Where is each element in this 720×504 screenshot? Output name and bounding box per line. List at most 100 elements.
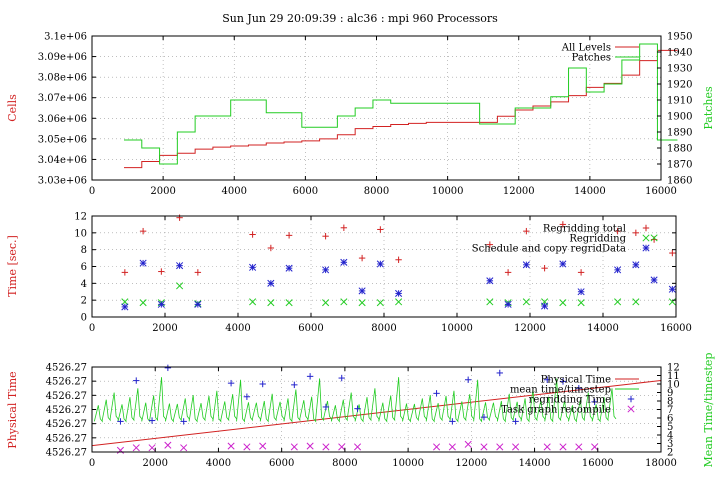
x-tick-label: 12000 <box>503 186 535 197</box>
y2-tick-label: 1950 <box>667 32 692 43</box>
panel-regrid-time: 0 2000 4000 6000 8000 10000 12000 14000 16000 0 2 4… <box>6 212 692 335</box>
x-tick-label: 18000 <box>645 458 677 469</box>
data-point <box>340 258 348 266</box>
x-tick-label: 0 <box>89 323 95 334</box>
y2-tick-label: 1890 <box>667 128 692 139</box>
panel-cells-patches: 0 2000 4000 6000 8000 10000 12000 14000 16000 3.0… <box>6 32 715 198</box>
data-point <box>575 443 583 451</box>
y-tick-label: 4 <box>81 279 87 290</box>
legend-label: regridding Time <box>529 395 611 406</box>
y2-tick-label: 1900 <box>667 112 692 123</box>
y2-tick-label: 7 <box>667 405 673 416</box>
y2-tick-label: 12 <box>667 363 680 374</box>
panel-2-series <box>121 214 676 311</box>
panel-3-series <box>91 364 662 454</box>
x-tick-label: 8000 <box>371 323 396 334</box>
data-point <box>267 279 275 287</box>
data-point <box>559 260 567 268</box>
data-point <box>650 276 658 284</box>
data-point <box>395 298 403 306</box>
data-point <box>180 444 188 452</box>
x-tick-label: 14000 <box>519 458 551 469</box>
y-tick-label: 3.08e+06 <box>38 73 87 84</box>
data-point <box>290 443 298 451</box>
x-tick-label: 0 <box>89 458 95 469</box>
data-point <box>139 259 147 267</box>
y2-tick-label: 1870 <box>667 160 692 171</box>
data-point <box>322 299 330 307</box>
data-point <box>358 299 366 307</box>
x-tick-label: 0 <box>89 186 95 197</box>
data-point <box>668 285 676 293</box>
legend-marker <box>627 405 635 413</box>
data-point <box>340 298 348 306</box>
x-tick-label: 8000 <box>364 186 389 197</box>
data-point <box>267 299 275 307</box>
data-point <box>249 263 257 271</box>
data-point <box>632 298 640 306</box>
y2-tick-label: 1860 <box>667 176 692 187</box>
x-tick-label: 6000 <box>293 186 318 197</box>
data-point <box>285 299 293 307</box>
panel-3-ticks: 0 2000 4000 6000 8000 10000 12000 14000 16000 180… <box>46 363 680 470</box>
legend-label: Schedule and copy regridData <box>472 244 626 255</box>
data-point <box>376 260 384 268</box>
y-tick-label: 4526.27 <box>46 363 87 374</box>
x-tick-label: 12000 <box>455 458 487 469</box>
panel-2-ticks: 0 2000 4000 6000 8000 10000 12000 14000 16000 0 2 4… <box>74 212 692 335</box>
x-tick-label: 10000 <box>392 458 424 469</box>
x-tick-label: 10000 <box>432 186 464 197</box>
data-point <box>376 299 384 307</box>
y2-tick-label: 5 <box>667 422 673 433</box>
panel-3-ylabel: Physical Time <box>6 371 19 448</box>
x-tick-label: 16000 <box>582 458 614 469</box>
panel-3-y2label: Mean Time/timestep <box>702 353 715 468</box>
y-tick-label: 4526.27 <box>46 448 87 459</box>
y2-tick-label: 3 <box>667 439 673 450</box>
y2-tick-label: 1880 <box>667 144 692 155</box>
y2-tick-label: 6 <box>667 414 673 425</box>
data-point <box>306 442 314 450</box>
data-point <box>650 234 658 242</box>
data-point <box>338 443 346 451</box>
legend-label: Regridding <box>569 234 626 245</box>
legend-marker <box>642 234 650 242</box>
y-tick-label: 0 <box>81 313 87 324</box>
x-tick-label: 4000 <box>222 186 247 197</box>
x-tick-label: 14000 <box>574 186 606 197</box>
panel-2-grid <box>92 216 676 317</box>
mean-time-line <box>93 377 617 423</box>
data-point <box>433 443 441 451</box>
y-tick-label: 10 <box>74 228 87 239</box>
data-point <box>614 266 622 274</box>
x-tick-label: 14000 <box>587 323 619 334</box>
data-point <box>543 443 551 451</box>
data-point <box>591 443 599 451</box>
x-tick-label: 4000 <box>206 458 231 469</box>
legend-marker <box>642 244 650 252</box>
data-point <box>353 443 362 451</box>
legend-label: All Levels <box>561 43 611 54</box>
data-point <box>176 282 184 290</box>
y2-tick-label: 8 <box>667 397 673 408</box>
y-tick-label: 3.03e+06 <box>38 176 87 187</box>
x-tick-label: 12000 <box>514 323 546 334</box>
data-point <box>559 299 567 307</box>
y-tick-label: 4526.27 <box>46 419 87 430</box>
data-point <box>448 443 456 451</box>
panel-1-y2label: Patches <box>702 86 715 130</box>
data-point <box>541 302 549 310</box>
y-tick-label: 3.06e+06 <box>38 114 87 125</box>
panel-2-ylabel: Time [sec.] <box>6 235 19 297</box>
panel-1-ticks: 0 2000 4000 6000 8000 10000 12000 14000 16000 3.0… <box>38 32 693 198</box>
x-tick-label: 16000 <box>660 323 692 334</box>
x-tick-label: 2000 <box>152 323 177 334</box>
data-point <box>632 261 640 269</box>
panel-1-series <box>124 43 678 169</box>
x-tick-label: 2000 <box>142 458 167 469</box>
data-point <box>486 298 494 306</box>
